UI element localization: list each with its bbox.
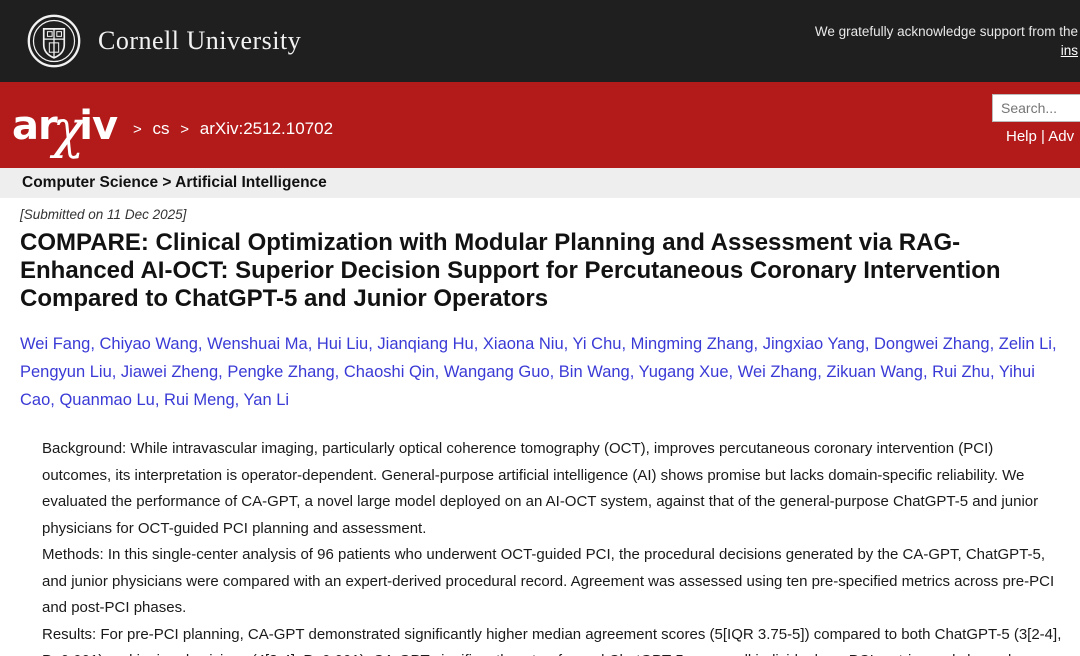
help-links: Help | Adv bbox=[992, 128, 1080, 145]
arxiv-logo-ar: ar bbox=[12, 102, 58, 149]
breadcrumb-separator: > bbox=[133, 121, 142, 138]
paper-title: COMPARE: Clinical Optimization with Modu… bbox=[20, 229, 1001, 312]
author-link[interactable]: Yihui Cao bbox=[20, 363, 1035, 409]
arxiv-header: ar χ iv > cs > arXiv:2512.10702 Help | A… bbox=[0, 82, 1080, 168]
search-input[interactable] bbox=[992, 94, 1080, 122]
arxiv-logo[interactable]: ar χ iv bbox=[12, 102, 118, 155]
breadcrumb-cs-link[interactable]: cs bbox=[152, 119, 170, 138]
institutions-link[interactable]: ins bbox=[1060, 43, 1078, 58]
abstract-paragraph: Background: While intravascular imaging,… bbox=[42, 440, 1039, 537]
author-link[interactable]: Chaoshi Qin bbox=[343, 363, 435, 381]
abstract-paragraph: Methods: In this single-center analysis … bbox=[42, 546, 1055, 616]
author-link[interactable]: Rui Zhu bbox=[932, 363, 990, 381]
author-link[interactable]: Jingxiao Yang bbox=[762, 335, 865, 353]
author-link[interactable]: Zikuan Wang bbox=[826, 363, 923, 381]
cornell-university-link[interactable]: Cornell University bbox=[26, 13, 301, 69]
author-link[interactable]: Yi Chu bbox=[572, 335, 622, 353]
support-text: We gratefully acknowledge support from t… bbox=[814, 24, 1078, 39]
author-link[interactable]: Zelin Li bbox=[998, 335, 1052, 353]
abstract-paragraph: Results: For pre-PCI planning, CA-GPT de… bbox=[42, 625, 1062, 656]
author-link[interactable]: Chiyao Wang bbox=[99, 335, 198, 353]
author-link[interactable]: Rui Meng bbox=[164, 391, 235, 409]
author-link[interactable]: Mingming Zhang bbox=[630, 335, 754, 353]
author-link[interactable]: Wei Zhang bbox=[737, 363, 818, 381]
abstract-page: [Submitted on 11 Dec 2025] COMPARE: Clin… bbox=[0, 198, 1080, 656]
arxiv-breadcrumb: > cs > arXiv:2512.10702 bbox=[127, 119, 333, 139]
help-link[interactable]: Help bbox=[1006, 128, 1037, 145]
search-zone: Help | Adv bbox=[992, 94, 1080, 145]
links-separator: | bbox=[1041, 128, 1045, 145]
author-link[interactable]: Pengyun Liu bbox=[20, 363, 112, 381]
author-link[interactable]: Jianqiang Hu bbox=[377, 335, 474, 353]
author-link[interactable]: Dongwei Zhang bbox=[874, 335, 990, 353]
author-link[interactable]: Yan Li bbox=[243, 391, 290, 409]
cornell-banner: Cornell University We gratefully acknowl… bbox=[0, 0, 1080, 82]
author-link[interactable]: Wenshuai Ma bbox=[207, 335, 308, 353]
author-link[interactable]: Bin Wang bbox=[558, 363, 630, 381]
author-link[interactable]: Xiaona Niu bbox=[482, 335, 564, 353]
subject-breadcrumb: Computer Science > Artificial Intelligen… bbox=[22, 174, 327, 191]
cornell-seal-icon bbox=[26, 13, 82, 69]
breadcrumb-paper-id: arXiv:2512.10702 bbox=[199, 119, 334, 138]
advanced-search-link[interactable]: Adv bbox=[1048, 128, 1075, 145]
author-link[interactable]: Yugang Xue bbox=[638, 363, 729, 381]
subject-bar: Computer Science > Artificial Intelligen… bbox=[0, 168, 1080, 198]
submission-dateline: [Submitted on 11 Dec 2025] bbox=[20, 207, 187, 222]
authors-list: Wei Fang, Chiyao Wang, Wenshuai Ma, Hui … bbox=[20, 335, 1057, 409]
author-link[interactable]: Wangang Guo bbox=[443, 363, 550, 381]
arxiv-logo-iv: iv bbox=[79, 102, 118, 149]
author-link[interactable]: Jiawei Zheng bbox=[120, 363, 219, 381]
abstract-text: Background: While intravascular imaging,… bbox=[42, 436, 1062, 656]
author-link[interactable]: Quanmao Lu bbox=[59, 391, 155, 409]
author-link[interactable]: Wei Fang bbox=[20, 335, 91, 353]
arxiv-logo-chi: χ bbox=[52, 100, 85, 161]
author-link[interactable]: Pengke Zhang bbox=[227, 363, 335, 381]
cornell-banner-label: Cornell University bbox=[98, 26, 302, 55]
breadcrumb-separator: > bbox=[180, 121, 190, 138]
author-link[interactable]: Hui Liu bbox=[316, 335, 369, 353]
support-acknowledgement: We gratefully acknowledge support from t… bbox=[815, 22, 1078, 60]
